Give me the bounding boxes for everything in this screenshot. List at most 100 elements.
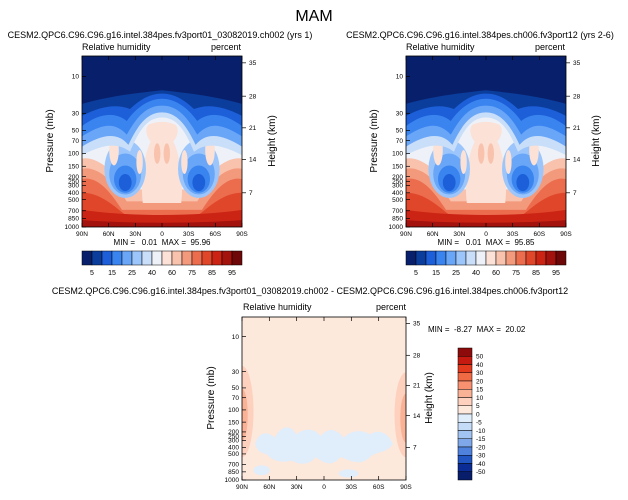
- panel-2-right-label: percent: [535, 42, 566, 52]
- dry-zone-south: [516, 173, 530, 192]
- panel-1-title: CESM2.QPC6.C96.C96.g16.intel.384pes.fv3p…: [8, 30, 313, 40]
- equatorial-tower: [465, 121, 507, 204]
- colorbar-swatch: [111, 250, 123, 266]
- panel-3-left-label: Relative humidity: [243, 302, 312, 312]
- colorbar-label: -30: [476, 453, 486, 460]
- equatorial-tower-core: [478, 143, 485, 164]
- panel-3-ylabel: Pressure (mb): [206, 366, 217, 429]
- y-tick-label: 150: [392, 163, 403, 170]
- y-tick-label: 400: [392, 190, 403, 197]
- panel-control: CESM2.QPC6.C96.C96.g16.intel.384pes.fv3p…: [8, 30, 313, 247]
- y-tick-label: 30: [232, 369, 240, 376]
- y-tick-label: 700: [228, 462, 239, 469]
- y2-tick-label: 7: [573, 190, 577, 197]
- y-tick-label: 250: [68, 179, 79, 186]
- colorbar-label: -15: [476, 436, 486, 443]
- colorbar-label: 60: [168, 270, 176, 277]
- x-tick-label: 30S: [183, 231, 195, 238]
- colorbar-swatch: [161, 250, 173, 266]
- y-tick-label: 200: [68, 174, 79, 181]
- moist-streak-north: [460, 150, 467, 174]
- equatorial-tower-core: [163, 143, 170, 164]
- colorbar-swatch: [457, 430, 473, 439]
- y-tick-label: 500: [68, 197, 79, 204]
- y2-tick-label: 14: [249, 157, 257, 164]
- y-tick-label: 850: [392, 216, 403, 223]
- colorbar-swatch: [515, 250, 527, 266]
- y2-tick-label: 28: [413, 353, 421, 360]
- panel-1-stats: MIN = 0.01 MAX = 95.96: [114, 238, 211, 247]
- y-tick-label: 500: [228, 451, 239, 458]
- dry-zone-north: [442, 173, 456, 192]
- colorbar-swatch: [181, 250, 193, 266]
- colorbar-swatch: [457, 422, 473, 431]
- y-tick-label: 300: [68, 183, 79, 190]
- equatorial-tower-core: [154, 143, 161, 164]
- colorbar-label: 15: [108, 270, 116, 277]
- colorbar-swatch: [425, 250, 437, 266]
- panel-1-ylabel: Pressure (mb): [45, 109, 56, 172]
- colorbar-swatch: [457, 356, 473, 365]
- panel-2-y2label: Height (km): [591, 115, 602, 167]
- y2-tick-label: 28: [573, 93, 581, 100]
- y-tick-label: 70: [396, 138, 404, 145]
- colorbar-swatch: [457, 471, 473, 481]
- colorbar-swatch: [151, 250, 163, 266]
- moist-streak-north: [136, 150, 143, 174]
- x-tick-label: 90S: [400, 484, 412, 491]
- colorbar-swatch: [435, 250, 447, 266]
- y-tick-label: 700: [68, 208, 79, 215]
- colorbar-swatch: [457, 455, 473, 464]
- contour-field-test: 90N 60N 30N 0 30S 60S 90S103050701001502002503…: [389, 55, 581, 238]
- y-tick-label: 70: [232, 395, 240, 402]
- panel-3-y2label: Height (km): [424, 372, 435, 424]
- colorbar-swatch: [457, 380, 473, 390]
- colorbar-swatch: [415, 250, 427, 266]
- colorbar-swatch: [457, 389, 473, 398]
- colorbar-swatch: [121, 250, 133, 266]
- y-tick-label: 150: [68, 163, 79, 170]
- contour-field-control: 90N 60N 30N 0 30S 60S 90S103050701001502002503…: [65, 55, 257, 238]
- colorbar-label: -20: [476, 444, 486, 451]
- colorbar-label: 0: [476, 411, 480, 418]
- panel-1-left-label: Relative humidity: [82, 42, 151, 52]
- y-tick-label: 400: [228, 445, 239, 452]
- contour-fill: [242, 317, 406, 480]
- y-tick-label: 250: [392, 179, 403, 186]
- x-tick-label: 60S: [373, 484, 385, 491]
- colorbar-swatch: [131, 250, 143, 266]
- colorbar-label: 25: [128, 270, 136, 277]
- x-tick-label: 30N: [291, 484, 303, 491]
- dry-zone-south: [192, 173, 206, 192]
- colorbar-swatch: [211, 250, 223, 266]
- x-tick-label: 0: [484, 231, 488, 238]
- negative-anomaly-patch: [338, 469, 359, 478]
- colorbar-swatch: [201, 250, 213, 266]
- x-tick-label: 90N: [236, 484, 248, 491]
- contour-fill: [406, 56, 566, 227]
- y-tick-label: 400: [68, 190, 79, 197]
- colorbar-swatch: [191, 250, 203, 266]
- y-tick-label: 300: [228, 438, 239, 445]
- positive-anomaly-south: [400, 393, 406, 443]
- x-tick-label: 60N: [427, 231, 439, 238]
- y-tick-label: 850: [228, 469, 239, 476]
- x-tick-label: 30S: [346, 484, 358, 491]
- colorbar-swatch: [457, 364, 473, 373]
- colorbar-swatch: [457, 438, 473, 448]
- colorbar-swatch: [545, 250, 557, 266]
- x-tick-label: 60N: [103, 231, 115, 238]
- colorbar-label: 60: [492, 270, 500, 277]
- colorbar-swatch: [475, 250, 487, 266]
- colorbar-swatch: [457, 372, 473, 382]
- y2-tick-label: 35: [413, 321, 421, 328]
- colorbar-label: -10: [476, 428, 486, 435]
- y-tick-label: 200: [228, 429, 239, 436]
- x-tick-label: 90S: [560, 231, 572, 238]
- y-tick-label: 10: [72, 74, 80, 81]
- y-tick-label: 100: [392, 151, 403, 158]
- x-tick-label: 30N: [129, 231, 141, 238]
- equatorial-tower: [141, 121, 183, 204]
- y2-tick-label: 21: [413, 383, 421, 390]
